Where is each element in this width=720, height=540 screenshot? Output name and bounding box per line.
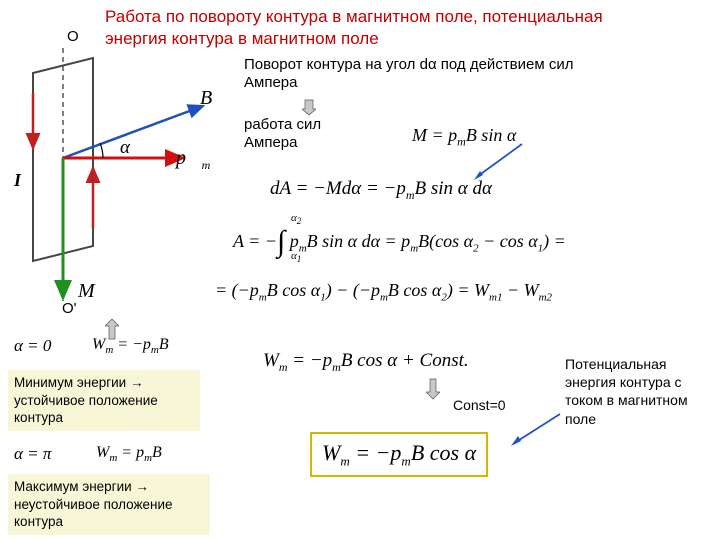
const-label: Const=0 [453,397,506,413]
page-title: Работа по повороту контура в магнитном п… [105,6,605,50]
arrow-to-M-icon [472,142,524,182]
formula-A-integral: A = −∫ pmB sin α dα = pmB(cos α2 − cos α… [233,221,566,255]
integral-lim-top: α2 [291,212,301,226]
arrow-to-box-icon [508,410,564,450]
formula-dA: dA = −Mdα = −pmB sin α dα [270,178,492,203]
potential-note: Потенциальная энергия контура с током в … [565,355,710,428]
subtitle: Поворот контура на угол dα под действием… [244,56,604,92]
min-note: Минимум энергии → устойчивое положение к… [8,370,200,431]
work-label: работа сил Ампера [244,116,364,152]
down-arrow-const-icon [426,378,440,400]
formula-Wm-const: Wm = −pmB cos α + Const. [263,350,469,375]
formula-Wm-box: Wm = −pmB cos α [310,432,488,477]
formula-Wm-min: Wm = −pmB [92,336,169,356]
label-I: I [14,170,21,191]
label-alpha: α [120,137,130,159]
integral-lim-bot: α1 [291,250,301,264]
formula-W-diff: = (−pmB cos α1) − (−pmB cos α2) = Wm1 − … [215,280,552,304]
label-M: M⃗ [78,280,110,303]
formula-alpha-pi: α = π [14,444,51,464]
label-Oprime: O' [62,300,77,317]
label-pm: p⃗m [176,147,210,173]
formula-Wm-max: Wm = pmB [96,444,162,464]
down-arrow-icon [302,98,316,116]
label-B: B⃗ [200,87,228,110]
max-note: Максимум энергии → неустойчивое положени… [8,474,210,535]
formula-alpha0: α = 0 [14,336,51,356]
label-O: O [67,28,79,45]
